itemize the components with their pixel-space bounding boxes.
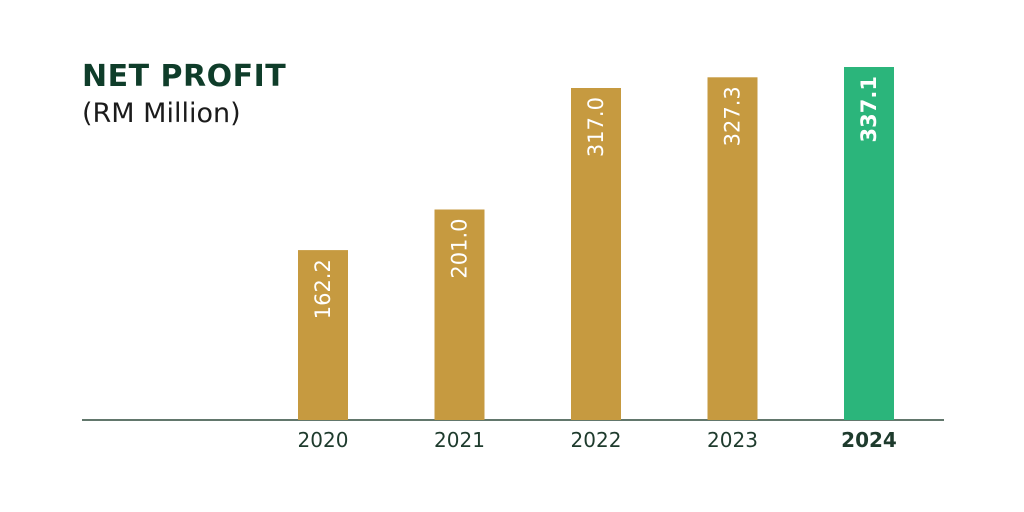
value-label-2022: 317.0 bbox=[584, 97, 608, 157]
x-tick-label-2023: 2023 bbox=[707, 428, 758, 452]
bar-2022 bbox=[571, 88, 621, 420]
chart-subtitle: (RM Million) bbox=[82, 98, 241, 129]
value-label-2023: 327.3 bbox=[721, 86, 745, 146]
bars-group bbox=[298, 67, 894, 421]
x-tick-label-2022: 2022 bbox=[571, 428, 622, 452]
x-tick-label-2020: 2020 bbox=[298, 428, 349, 452]
bar-2020 bbox=[298, 250, 348, 420]
bar-2024 bbox=[844, 67, 894, 420]
x-tick-label-2021: 2021 bbox=[434, 428, 485, 452]
value-label-2024: 337.1 bbox=[857, 76, 881, 142]
x-tick-labels-group: 2020 2021 2022 2023 2024 bbox=[298, 428, 897, 452]
value-label-2020: 162.2 bbox=[311, 259, 335, 319]
value-label-2021: 201.0 bbox=[448, 219, 472, 279]
bar-2021 bbox=[434, 209, 485, 420]
bar-2023 bbox=[707, 77, 758, 421]
chart-title-block: NET PROFIT (RM Million) bbox=[82, 58, 286, 132]
value-labels-group: 162.2 201.0 317.0 327.3 337.1 bbox=[311, 76, 881, 319]
x-tick-label-2024: 2024 bbox=[841, 428, 897, 452]
chart-title: NET PROFIT bbox=[82, 59, 287, 94]
